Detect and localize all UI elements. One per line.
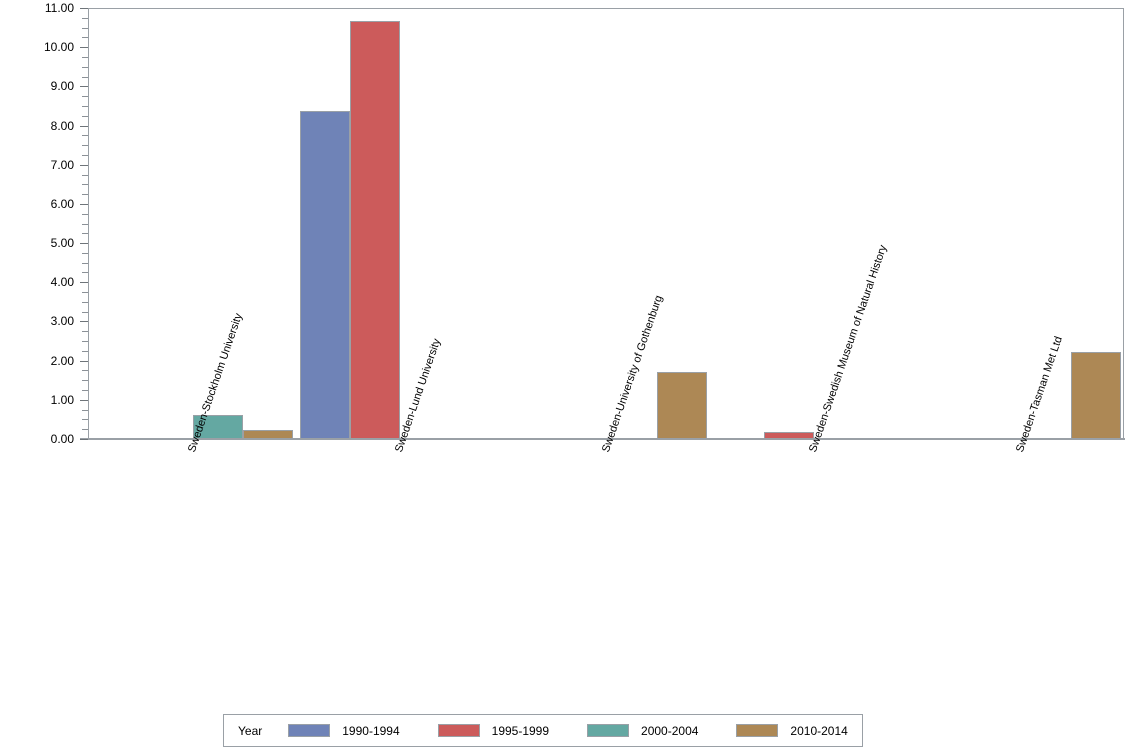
y-tick-minor <box>82 311 88 313</box>
y-tick-minor <box>82 194 88 196</box>
y-tick-label: 6.00 <box>50 196 74 211</box>
y-tick-minor <box>82 184 88 186</box>
y-tick-minor <box>82 409 88 411</box>
y-tick-minor <box>82 370 88 372</box>
y-tick-minor <box>82 66 88 68</box>
bar <box>657 372 707 440</box>
y-tick-minor <box>82 17 88 19</box>
legend-label: 1995-1999 <box>491 723 550 738</box>
y-tick-minor <box>82 419 88 421</box>
legend-label: 2000-2004 <box>641 723 699 738</box>
y-tick-minor <box>82 380 88 382</box>
y-tick-minor <box>82 27 88 29</box>
legend-swatch <box>288 724 331 737</box>
y-tick-mark <box>80 439 88 440</box>
y-tick-label: 0.00 <box>50 432 74 446</box>
y-tick-mark <box>80 8 88 9</box>
y-tick-label: 11.00 <box>44 1 74 15</box>
y-tick-minor <box>82 154 88 156</box>
y-tick-minor <box>82 223 88 225</box>
y-tick-label: 7.00 <box>50 157 74 172</box>
legend-entry[interactable]: 1990-1994 <box>288 723 400 738</box>
legend-entry[interactable]: 1995-1999 <box>437 723 550 738</box>
y-tick-mark <box>80 282 88 284</box>
legend-entry[interactable]: 2000-2004 <box>587 724 698 738</box>
y-tick-minor <box>82 105 88 107</box>
y-tick-label: 10.00 <box>43 40 74 55</box>
legend-title: Year <box>238 723 263 738</box>
legend: Year 1990-1994 1995-1999 2000-2004 2010-201… <box>223 714 863 747</box>
y-tick-minor <box>82 262 88 264</box>
y-tick-minor <box>82 115 88 117</box>
legend-label: 2010-2014 <box>790 723 848 738</box>
legend-label: 1990-1994 <box>342 723 400 738</box>
y-tick-minor <box>82 429 88 431</box>
y-tick-minor <box>82 56 88 58</box>
y-tick-minor <box>82 135 88 137</box>
y-tick-minor <box>82 145 88 147</box>
y-tick-mark <box>80 47 88 49</box>
y-tick-mark <box>80 321 88 323</box>
bar <box>349 20 400 440</box>
y-tick-minor <box>82 350 88 352</box>
y-tick-minor <box>82 390 88 392</box>
y-tick-mark <box>80 399 88 401</box>
y-tick-minor <box>82 331 88 333</box>
y-tick-minor <box>82 292 88 294</box>
bar <box>1071 351 1122 440</box>
legend-swatch <box>736 724 779 737</box>
y-tick-label: 9.00 <box>50 79 74 94</box>
y-tick-mark <box>80 203 88 205</box>
y-tick-label: 8.00 <box>50 118 74 133</box>
y-tick-minor <box>82 76 88 78</box>
y-tick-mark <box>80 360 88 362</box>
y-tick-mark <box>80 125 88 127</box>
y-tick-mark <box>80 164 88 166</box>
y-tick-mark <box>80 243 88 245</box>
plot-area <box>88 8 1124 440</box>
y-tick-label: 2.00 <box>50 353 74 368</box>
y-tick-minor <box>82 213 88 215</box>
y-tick-label: 1.00 <box>50 392 74 407</box>
y-tick-minor <box>82 272 88 274</box>
y-tick-minor <box>82 341 88 343</box>
y-tick-minor <box>82 37 88 39</box>
y-tick-label: 4.00 <box>50 275 74 290</box>
y-tick-label: 5.00 <box>50 236 74 251</box>
legend-entry[interactable]: 2010-2014 <box>736 723 848 738</box>
y-tick-minor <box>82 174 88 176</box>
legend-swatch <box>587 724 630 737</box>
legend-entries: 1990-1994 1995-1999 2000-2004 2010-2014 <box>288 724 848 738</box>
legend-swatch <box>437 724 480 737</box>
y-tick-minor <box>82 233 88 235</box>
y-tick-minor <box>82 96 88 98</box>
x-axis-line <box>80 438 1125 440</box>
y-tick-minor <box>82 252 88 254</box>
bar <box>299 110 350 440</box>
y-tick-mark <box>80 86 88 88</box>
y-tick-label: 3.00 <box>50 314 74 329</box>
y-tick-minor <box>82 301 88 303</box>
